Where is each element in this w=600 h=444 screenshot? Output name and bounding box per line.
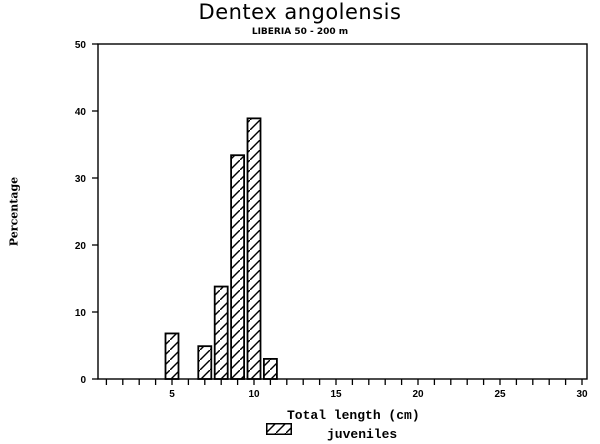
axes: 0 10 20 30 40 50 5 10 15 20 25 30 [75, 40, 588, 400]
x-axis-label: Total length (cm) [287, 408, 420, 423]
bar [230, 154, 246, 380]
y-tick-label: 20 [75, 241, 87, 252]
y-tick-label: 30 [75, 174, 87, 185]
x-tick-label: 30 [576, 389, 588, 400]
y-tick-label: 10 [75, 308, 87, 319]
y-tick-label: 50 [75, 40, 87, 51]
bars [164, 117, 278, 380]
legend-label: juveniles [327, 427, 398, 442]
legend-swatch-hatch [266, 423, 292, 435]
plot-frame [97, 43, 588, 380]
bar [262, 357, 278, 380]
x-tick-label: 25 [494, 389, 506, 400]
bar [197, 345, 213, 380]
y-tick-label: 0 [80, 375, 86, 386]
chart-title: Dentex angolensis [198, 0, 402, 24]
bar [213, 285, 229, 380]
x-tick-label: 15 [330, 389, 342, 400]
bar [164, 332, 180, 380]
bar [246, 117, 262, 380]
x-tick-label: 5 [169, 389, 175, 400]
chart-subtitle: LIBERIA 50 - 200 m [251, 27, 349, 37]
x-tick-label: 10 [248, 389, 260, 400]
x-tick-label: 20 [412, 389, 424, 400]
y-tick-label: 40 [75, 107, 87, 118]
